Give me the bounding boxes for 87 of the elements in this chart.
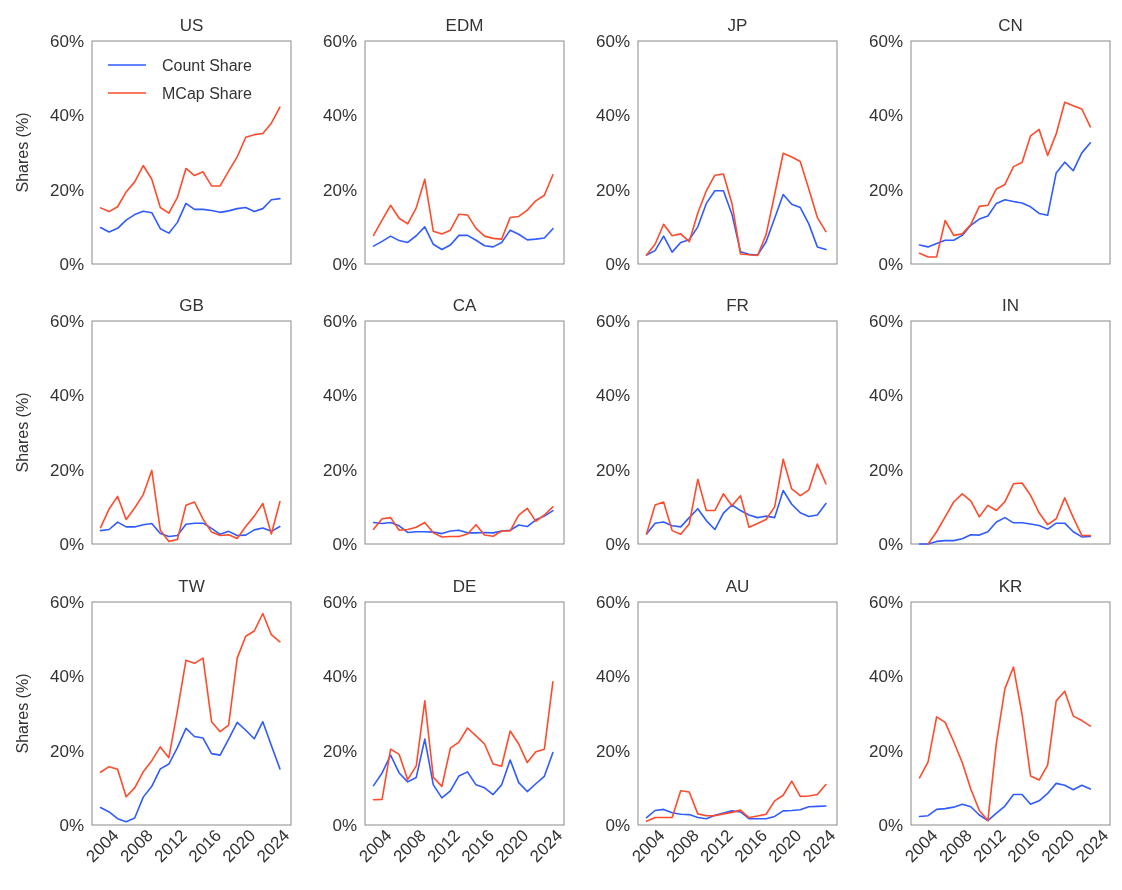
y-tick-label: 40% bbox=[322, 667, 357, 687]
y-tick-label: 60% bbox=[49, 311, 84, 331]
chart-title: GB bbox=[179, 296, 204, 315]
chart-title: FR bbox=[726, 296, 749, 315]
y-tick-label: 20% bbox=[322, 460, 357, 480]
y-tick-label: 0% bbox=[332, 815, 357, 835]
line-series bbox=[372, 681, 554, 801]
line-series bbox=[372, 738, 554, 799]
y-tick-label: 0% bbox=[605, 254, 630, 274]
y-tick-label: 40% bbox=[868, 386, 903, 406]
y-tick-label: 20% bbox=[595, 741, 630, 761]
line-series bbox=[372, 174, 554, 240]
line-series bbox=[918, 782, 1092, 822]
y-tick-label: 0% bbox=[332, 254, 357, 274]
line-series bbox=[99, 106, 281, 214]
y-tick-label: 20% bbox=[868, 741, 903, 761]
line-series bbox=[372, 226, 554, 251]
y-tick-label: 40% bbox=[595, 386, 630, 406]
line-series bbox=[645, 189, 827, 256]
y-tick-label: 0% bbox=[59, 254, 84, 274]
y-tick-label: 20% bbox=[868, 180, 903, 200]
line-series bbox=[99, 197, 281, 234]
y-axis-title: Shares (%) bbox=[14, 673, 31, 754]
line-series bbox=[645, 489, 827, 535]
chart-title: KR bbox=[998, 577, 1023, 596]
chart-title: AU bbox=[725, 577, 750, 596]
y-tick-label: 20% bbox=[322, 741, 357, 761]
chart-title: CN bbox=[998, 16, 1023, 35]
y-tick-label: 40% bbox=[868, 106, 903, 126]
y-tick-label: 0% bbox=[59, 815, 84, 835]
y-tick-label: 40% bbox=[868, 667, 903, 687]
y-tick-label: 60% bbox=[595, 31, 630, 51]
chart-title: EDM bbox=[445, 16, 484, 35]
y-axis-title: Shares (%) bbox=[14, 112, 31, 193]
y-tick-label: 60% bbox=[322, 592, 357, 612]
y-tick-label: 60% bbox=[868, 311, 903, 331]
y-tick-label: 20% bbox=[595, 460, 630, 480]
y-tick-label: 20% bbox=[49, 741, 84, 761]
y-tick-label: 40% bbox=[49, 106, 84, 126]
chart-title: TW bbox=[178, 577, 205, 596]
y-tick-label: 20% bbox=[49, 180, 84, 200]
chart-title: JP bbox=[727, 16, 748, 35]
line-series bbox=[99, 720, 281, 823]
y-tick-label: 0% bbox=[605, 815, 630, 835]
y-tick-label: 60% bbox=[595, 592, 630, 612]
chart-title: IN bbox=[1002, 296, 1019, 315]
chart-title: DE bbox=[452, 577, 477, 596]
y-tick-label: 0% bbox=[605, 534, 630, 554]
y-tick-label: 60% bbox=[322, 31, 357, 51]
line-series bbox=[645, 805, 827, 820]
line-series bbox=[645, 458, 827, 536]
line-series bbox=[918, 142, 1092, 248]
y-tick-label: 40% bbox=[595, 667, 630, 687]
chart-title: US bbox=[179, 16, 204, 35]
y-tick-label: 60% bbox=[49, 592, 84, 612]
legend-label: Count Share bbox=[162, 57, 252, 74]
y-tick-label: 20% bbox=[49, 460, 84, 480]
y-tick-label: 40% bbox=[322, 106, 357, 126]
y-tick-label: 20% bbox=[595, 180, 630, 200]
y-axis-title: Shares (%) bbox=[14, 392, 31, 473]
line-series bbox=[645, 780, 827, 823]
legend-label: MCap Share bbox=[162, 85, 252, 102]
y-tick-label: 60% bbox=[868, 592, 903, 612]
y-tick-label: 40% bbox=[49, 386, 84, 406]
y-tick-label: 60% bbox=[595, 311, 630, 331]
y-tick-label: 20% bbox=[868, 460, 903, 480]
line-series bbox=[99, 612, 281, 798]
y-tick-label: 60% bbox=[868, 31, 903, 51]
chart-title: CA bbox=[452, 296, 477, 315]
y-tick-label: 0% bbox=[878, 254, 903, 274]
y-tick-label: 0% bbox=[59, 534, 84, 554]
line-series bbox=[918, 516, 1092, 545]
line-series bbox=[918, 101, 1092, 258]
y-tick-label: 20% bbox=[322, 180, 357, 200]
y-tick-label: 0% bbox=[332, 534, 357, 554]
y-tick-label: 40% bbox=[322, 386, 357, 406]
line-series bbox=[918, 666, 1092, 822]
y-tick-label: 60% bbox=[322, 311, 357, 331]
line-series bbox=[99, 521, 281, 538]
y-tick-label: 40% bbox=[595, 106, 630, 126]
y-tick-label: 60% bbox=[49, 31, 84, 51]
line-series bbox=[99, 469, 281, 543]
y-tick-label: 0% bbox=[878, 534, 903, 554]
y-tick-label: 40% bbox=[49, 667, 84, 687]
y-tick-label: 0% bbox=[878, 815, 903, 835]
line-series bbox=[645, 152, 827, 257]
line-series bbox=[927, 482, 1092, 545]
